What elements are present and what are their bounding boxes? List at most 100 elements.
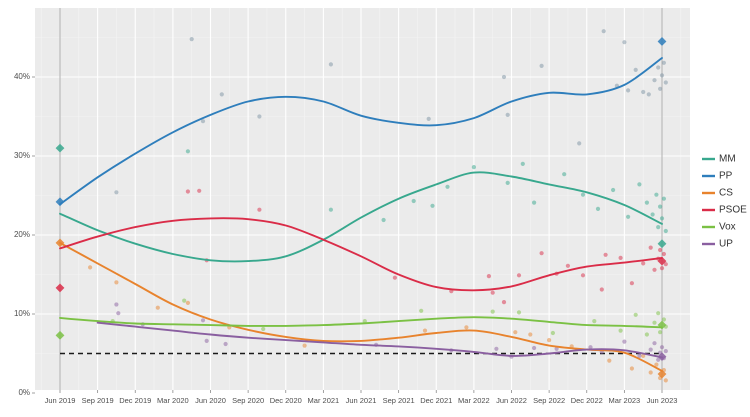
poll-point — [580, 273, 586, 278]
election-result-marker-mm — [657, 239, 667, 249]
poll-point — [637, 182, 642, 187]
poll-point — [641, 261, 646, 266]
legend-label-up: UP — [719, 239, 733, 250]
poll-point — [641, 353, 646, 358]
x-tick-label: Mar 2023 — [609, 396, 641, 405]
legend-item-psoe: PSOE — [702, 205, 747, 216]
poll-point — [595, 206, 601, 211]
x-tick-label: Sep 2021 — [383, 396, 415, 405]
poll-point — [648, 370, 653, 375]
poll-point — [656, 225, 661, 230]
poll-point — [155, 305, 160, 310]
poll-point — [505, 180, 510, 185]
poll-point — [381, 217, 386, 223]
legend-label-psoe: PSOE — [719, 205, 747, 216]
poll-point — [257, 114, 262, 119]
poll-point — [663, 80, 668, 85]
poll-point — [257, 207, 262, 212]
poll-point — [633, 312, 638, 317]
poll-point — [185, 300, 190, 305]
poll-point — [182, 298, 187, 303]
y-tick-label: 0% — [18, 388, 30, 397]
poll-point — [430, 203, 435, 208]
poll-point — [223, 341, 228, 347]
poll-point — [200, 318, 206, 323]
legend-item-vox: Vox — [702, 222, 736, 233]
poll-point — [426, 116, 431, 121]
poll-point — [565, 263, 571, 268]
x-tick-label: Dec 2022 — [571, 396, 603, 405]
election-result-marker-up — [657, 352, 667, 362]
poll-point — [661, 317, 667, 322]
poll-point — [618, 328, 623, 333]
trend-line-pp — [59, 57, 663, 206]
poll-point — [302, 343, 307, 348]
poll-point — [185, 189, 190, 194]
x-tick-label: Jun 2019 — [45, 396, 76, 405]
x-tick-label: Sep 2022 — [533, 396, 565, 405]
poll-point — [629, 281, 635, 286]
poll-point — [200, 119, 206, 124]
poll-point — [641, 89, 646, 95]
poll-point — [646, 92, 651, 97]
legend-label-pp: PP — [719, 171, 733, 182]
poll-point — [392, 275, 397, 280]
poll-point — [580, 192, 586, 197]
x-tick-label: Jun 2023 — [647, 396, 678, 405]
poll-point — [189, 37, 194, 42]
plot-panel — [35, 8, 690, 390]
y-tick-label: 10% — [14, 309, 30, 318]
x-tick-label: Mar 2022 — [458, 396, 490, 405]
x-tick-label: Sep 2020 — [232, 396, 264, 405]
poll-point — [633, 67, 638, 72]
poll-point — [204, 338, 209, 343]
poll-point — [197, 188, 202, 193]
poll-points-cs — [88, 265, 668, 383]
poll-point — [659, 216, 665, 221]
poll-point — [659, 345, 665, 350]
legend-label-vox: Vox — [719, 222, 736, 233]
y-tick-label: 30% — [14, 151, 30, 160]
legend-item-cs: CS — [702, 188, 733, 199]
poll-point — [532, 200, 537, 205]
poll-point — [494, 346, 499, 351]
trend-line-psoe — [59, 217, 663, 292]
election-result-marker-pp — [55, 197, 65, 207]
poll-point — [114, 280, 119, 285]
poll-point — [659, 73, 665, 78]
election-result-marker-cs — [55, 238, 65, 248]
election-result-marker-psoe — [657, 256, 667, 266]
poll-point — [219, 92, 224, 97]
poll-point — [532, 345, 537, 351]
poll-point — [490, 290, 495, 295]
poll-point — [471, 165, 476, 170]
poll-point — [663, 349, 668, 354]
x-tick-label: Jun 2022 — [496, 396, 527, 405]
y-tick-label: 40% — [14, 72, 30, 81]
poll-point — [185, 149, 190, 154]
x-tick-label: Dec 2020 — [270, 396, 302, 405]
poll-point — [648, 347, 653, 352]
poll-point — [648, 245, 653, 250]
poll-point — [663, 378, 668, 383]
poll-point — [661, 60, 667, 65]
poll-point — [328, 62, 333, 67]
poll-point — [626, 214, 631, 219]
y-tick-label: 20% — [14, 230, 30, 239]
poll-point — [328, 207, 333, 212]
poll-point — [622, 40, 627, 45]
poll-point — [637, 353, 642, 358]
poll-point — [654, 192, 659, 197]
election-result-marker-cs — [657, 369, 667, 379]
election-result-marker-vox — [55, 330, 65, 340]
x-tick-label: Sep 2019 — [82, 396, 114, 405]
poll-point — [658, 247, 663, 253]
x-tick-label: Jun 2020 — [195, 396, 226, 405]
poll-point — [464, 325, 469, 330]
trend-line-cs — [59, 241, 663, 372]
poll-point — [588, 345, 593, 350]
poll-point — [618, 255, 623, 260]
poll-point — [520, 161, 525, 166]
x-tick-label: Mar 2021 — [308, 396, 340, 405]
